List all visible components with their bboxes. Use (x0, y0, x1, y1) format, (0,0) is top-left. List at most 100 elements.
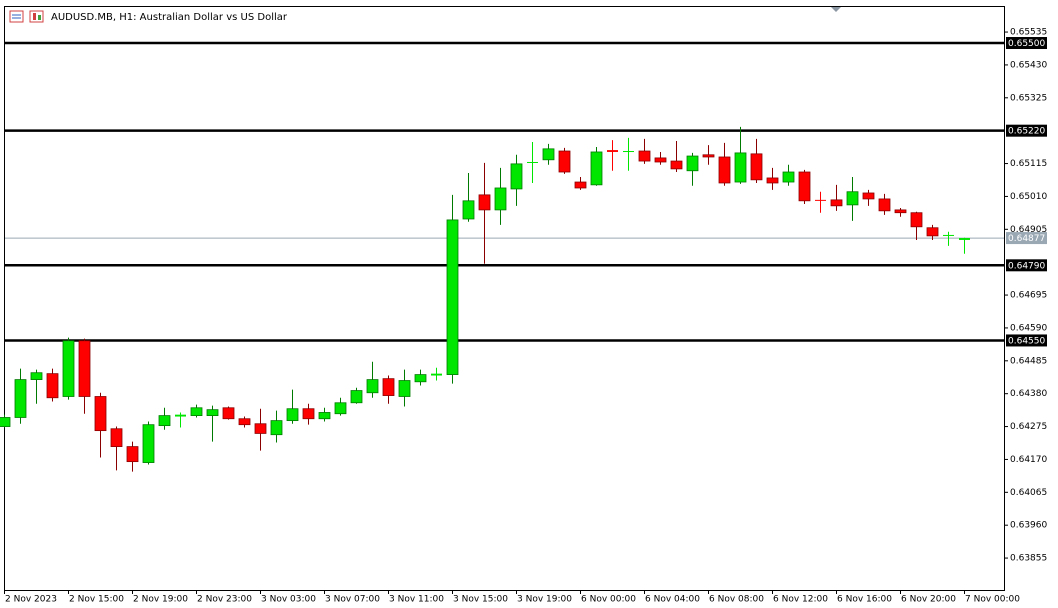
candle-body (766, 177, 779, 184)
candle-body (910, 212, 923, 228)
candle-body (30, 372, 43, 380)
x-tick-label: 2 Nov 23:00 (197, 595, 252, 605)
level-label: 0.64550 (1008, 336, 1045, 346)
y-tick-label: 0.64485 (1010, 356, 1047, 366)
candle-body (206, 409, 219, 417)
candle-body (590, 151, 603, 186)
level-label-box (1006, 232, 1047, 245)
x-tick-label: 2 Nov 19:00 (133, 595, 188, 605)
y-tick-label: 0.63960 (1010, 521, 1047, 531)
x-tick-label: 6 Nov 00:00 (581, 595, 636, 605)
candle-body (527, 161, 538, 163)
y-tick-label: 0.65535 (1010, 28, 1047, 38)
candle-body (510, 163, 523, 190)
x-tick-label: 3 Nov 07:00 (325, 595, 380, 605)
candle-body (110, 428, 123, 447)
candle-body (334, 402, 347, 415)
x-tick-label: 2 Nov 2023 (5, 595, 57, 605)
candle-body (350, 390, 363, 404)
candle-body (815, 199, 826, 201)
icon (9, 10, 24, 23)
x-tick-label: 6 Nov 04:00 (645, 595, 700, 605)
candle-body (431, 373, 442, 376)
candle-body (158, 415, 171, 427)
candle-body (126, 446, 139, 463)
candle-body (414, 374, 427, 383)
y-tick-label: 0.65010 (1010, 192, 1047, 202)
toolbar-icons (9, 10, 44, 23)
candle-body (270, 420, 283, 436)
y-tick-label: 0.64905 (1010, 225, 1047, 235)
y-tick-label: 0.65430 (1010, 60, 1047, 70)
candle-body (782, 171, 795, 183)
candle-body (542, 148, 555, 161)
candle-body (607, 150, 618, 152)
candle-body (94, 396, 107, 432)
level-label-box (1006, 259, 1047, 272)
candle-body (462, 200, 475, 220)
x-tick-label: 6 Nov 20:00 (901, 595, 956, 605)
x-tick-label: 6 Nov 16:00 (837, 595, 892, 605)
candle-body (446, 219, 459, 375)
candle-body (558, 150, 571, 173)
level-label: 0.65500 (1008, 39, 1045, 49)
candle-body (638, 150, 651, 162)
candle-body (366, 379, 379, 394)
candle-body (78, 340, 91, 397)
x-tick-label: 6 Nov 08:00 (709, 595, 764, 605)
icon-bar (33, 13, 36, 20)
candle-body (318, 412, 331, 420)
candle-body (478, 194, 491, 211)
candle-body (846, 191, 859, 206)
candle-body (654, 157, 667, 163)
x-tick-label: 3 Nov 03:00 (261, 595, 316, 605)
candle-body (175, 414, 186, 417)
candle-body (750, 153, 763, 181)
candle-body (798, 171, 811, 202)
candle-body (398, 380, 411, 397)
candle-body (943, 234, 954, 236)
candle-body (142, 424, 155, 463)
candle-body (574, 181, 587, 189)
x-tick-label: 3 Nov 11:00 (389, 595, 444, 605)
icon-bar (38, 15, 41, 20)
y-tick-label: 0.64170 (1010, 455, 1047, 465)
level-label: 0.64790 (1008, 261, 1045, 271)
plot-frame (4, 6, 1005, 591)
icon (29, 10, 44, 23)
candle-body (926, 227, 939, 237)
level-label-box (1006, 37, 1047, 50)
candle-body (734, 152, 747, 183)
y-tick-label: 0.64380 (1010, 389, 1047, 399)
y-tick-label: 0.64275 (1010, 422, 1047, 432)
candle-body (46, 373, 59, 399)
candle-body (0, 417, 11, 427)
candle-body (238, 418, 251, 426)
candle-body (894, 209, 907, 214)
candle-body (382, 378, 395, 396)
y-tick-label: 0.63855 (1010, 554, 1047, 564)
candle-body (302, 408, 315, 420)
candle-body (686, 155, 699, 172)
candle-body (878, 198, 891, 212)
x-tick-label: 6 Nov 12:00 (773, 595, 828, 605)
level-label-box (1006, 124, 1047, 137)
candle-body (62, 340, 75, 397)
candle-body (14, 379, 27, 418)
x-tick-label: 3 Nov 19:00 (517, 595, 572, 605)
shift-marker (831, 7, 841, 12)
candle-body (222, 407, 235, 420)
candle-body (623, 151, 634, 153)
y-tick-label: 0.64590 (1010, 323, 1047, 333)
candle-body (830, 199, 843, 207)
y-tick-label: 0.64065 (1010, 488, 1047, 498)
y-tick-label: 0.65325 (1010, 93, 1047, 103)
x-tick-label: 7 Nov 00:00 (965, 595, 1020, 605)
level-label-box (1006, 334, 1047, 347)
candle-body (862, 192, 875, 200)
candle-body (494, 187, 507, 211)
candle-body (286, 408, 299, 422)
x-tick-label: 2 Nov 15:00 (69, 595, 124, 605)
